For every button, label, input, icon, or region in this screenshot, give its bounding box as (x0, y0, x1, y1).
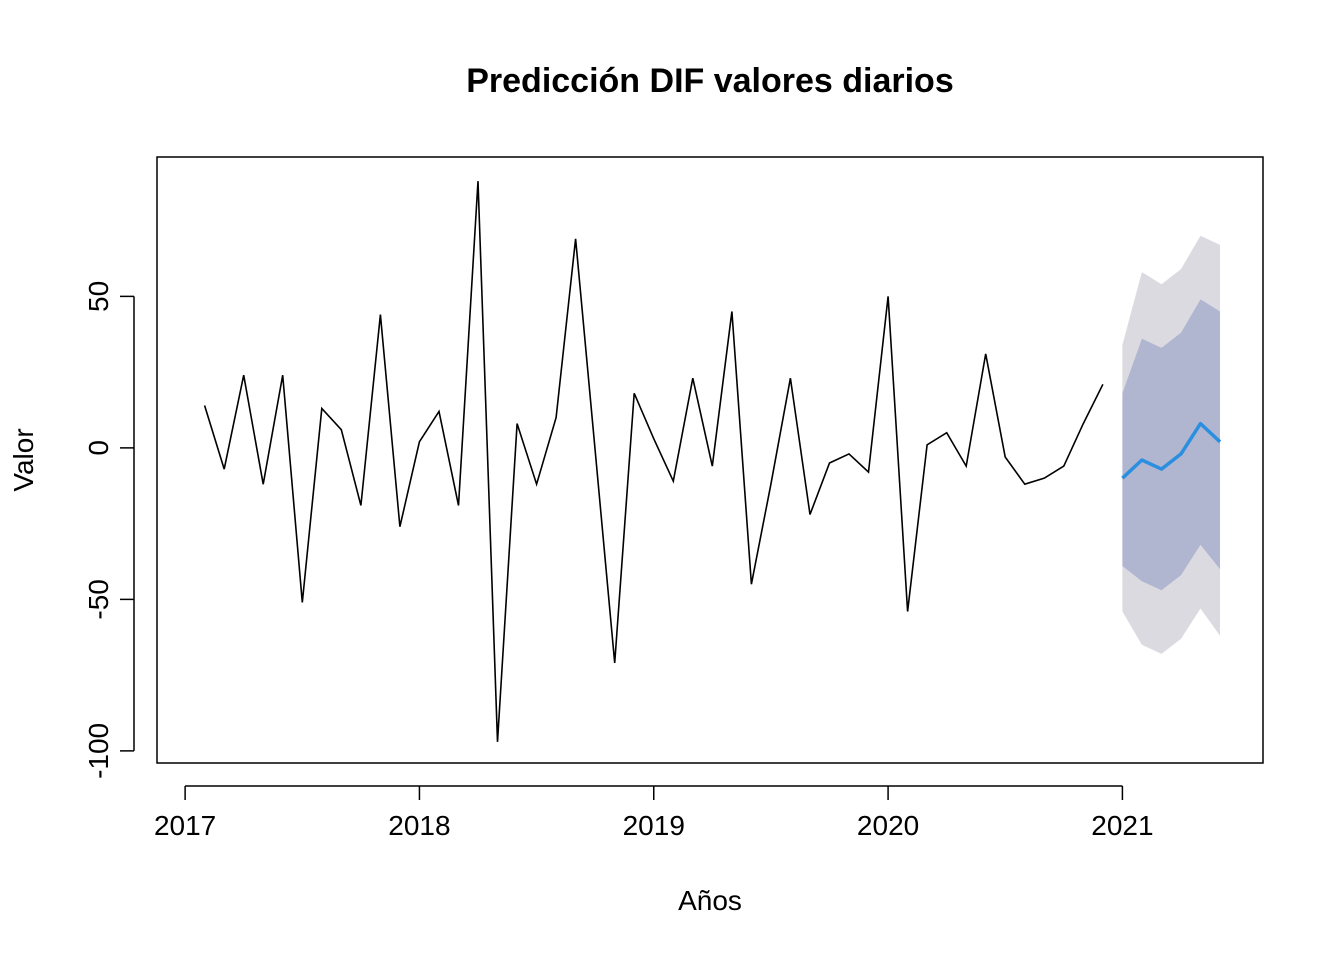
x-axis: 2017 2018 2019 2020 2021 (154, 785, 1154, 841)
y-axis: -100 -50 0 50 (83, 281, 135, 779)
x-tick-label: 2019 (623, 810, 685, 841)
x-tick-label: 2021 (1091, 810, 1153, 841)
x-tick-label: 2018 (388, 810, 450, 841)
x-axis-label: Años (678, 885, 742, 916)
forecast-bands (1122, 235, 1220, 654)
history-line (203, 181, 1104, 742)
x-tick-label: 2017 (154, 810, 216, 841)
series-layer (203, 181, 1222, 742)
band-80 (1122, 299, 1220, 591)
chart-title: Predicción DIF valores diarios (466, 62, 954, 100)
y-tick-label: 0 (83, 440, 114, 456)
y-axis-label: Valor (8, 428, 39, 491)
y-tick-label: -100 (83, 723, 114, 779)
y-tick-label: -50 (83, 579, 114, 619)
y-tick-label: 50 (83, 281, 114, 312)
plot-box (156, 156, 1264, 764)
x-tick-label: 2020 (857, 810, 919, 841)
forecast-mean-line (1121, 421, 1222, 480)
